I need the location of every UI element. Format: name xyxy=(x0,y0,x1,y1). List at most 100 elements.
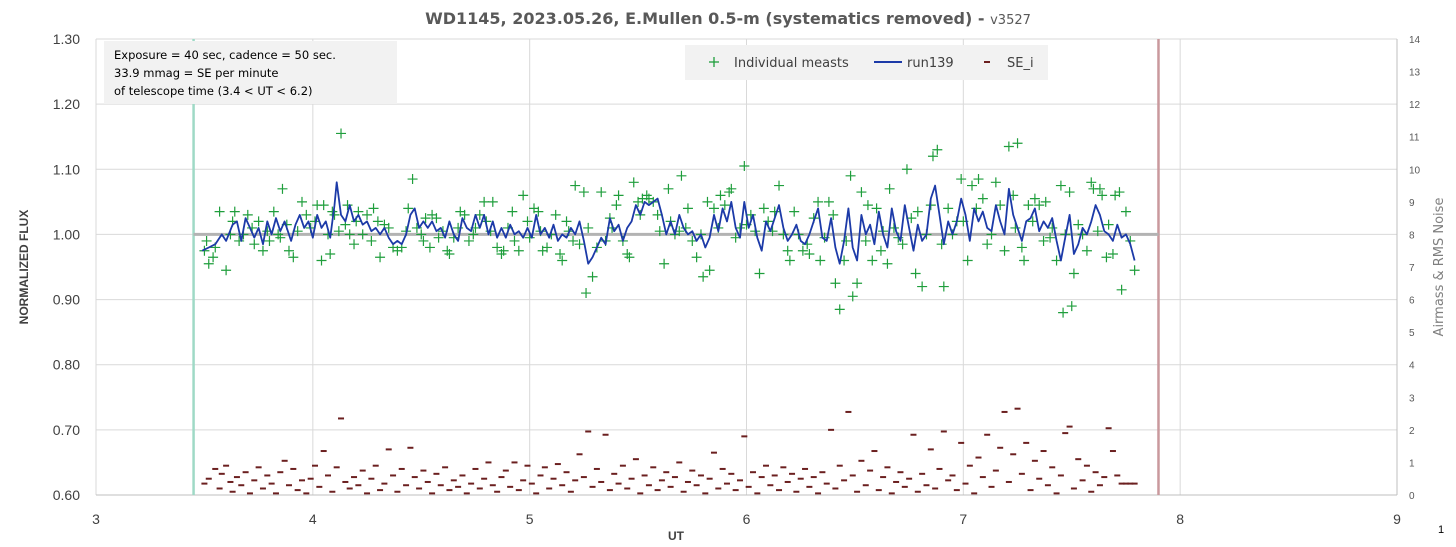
meast-point-79 xyxy=(479,196,490,207)
meast-point-152 xyxy=(739,161,750,172)
meast-point-160 xyxy=(769,206,780,217)
meast-point-165 xyxy=(789,206,800,217)
se-series xyxy=(201,407,1138,495)
meast-point-89 xyxy=(513,245,524,256)
legend-marker-plus xyxy=(709,57,719,67)
meast-point-6 xyxy=(221,265,232,276)
meast-point-142 xyxy=(702,196,713,207)
y-right-tick-label-9: 9 xyxy=(1409,198,1415,209)
meast-point-27 xyxy=(296,196,307,207)
meast-point-46 xyxy=(357,229,368,240)
meast-point-66 xyxy=(431,213,442,224)
y-right-tick-label-13: 13 xyxy=(1409,68,1421,79)
meast-point-247 xyxy=(1092,226,1103,237)
meast-point-175 xyxy=(828,209,839,220)
meast-point-197 xyxy=(910,268,921,279)
y-right-tick-label-0: 0 xyxy=(1409,491,1415,502)
meast-point-129 xyxy=(654,226,665,237)
measurement-series xyxy=(199,128,1140,318)
meast-point-163 xyxy=(782,245,793,256)
meast-point-252 xyxy=(1107,248,1118,259)
meast-point-2 xyxy=(203,258,214,269)
x-tick-label-5: 8 xyxy=(1176,511,1184,527)
y-right-tick-label-11: 11 xyxy=(1409,133,1420,144)
meast-point-162 xyxy=(778,229,789,240)
meast-point-143 xyxy=(704,265,715,276)
y-right-tick-label-8: 8 xyxy=(1409,230,1415,241)
meast-point-120 xyxy=(624,252,635,263)
meast-point-67 xyxy=(433,232,444,243)
meast-point-137 xyxy=(682,203,693,214)
x-axis-ticks: 3 4 5 6 7 8 9 xyxy=(92,511,1401,527)
y-right-tick-label-4: 4 xyxy=(1409,361,1415,372)
meast-point-149 xyxy=(726,183,737,194)
meast-point-121 xyxy=(628,177,639,188)
meast-point-256 xyxy=(1120,206,1131,217)
meast-point-109 xyxy=(583,222,594,233)
meast-point-199 xyxy=(917,281,928,292)
meast-point-28 xyxy=(301,209,312,220)
meast-point-144 xyxy=(708,203,719,214)
meast-point-61 xyxy=(416,229,427,240)
meast-point-244 xyxy=(1081,245,1092,256)
meast-point-174 xyxy=(823,196,834,207)
meast-point-186 xyxy=(867,255,878,266)
meast-point-205 xyxy=(938,281,949,292)
meast-point-180 xyxy=(845,170,856,181)
meast-point-240 xyxy=(1066,301,1077,312)
plot-frame xyxy=(96,39,1398,496)
meast-point-105 xyxy=(570,180,581,191)
meast-point-221 xyxy=(1003,141,1014,152)
meast-point-235 xyxy=(1051,255,1062,266)
meast-point-226 xyxy=(1019,255,1030,266)
legend-label-measts: Individual measts xyxy=(734,56,849,71)
meast-point-63 xyxy=(420,213,431,224)
meast-point-241 xyxy=(1068,268,1079,279)
meast-point-131 xyxy=(663,183,674,194)
meast-point-58 xyxy=(403,203,414,214)
x-tick-label-3: 6 xyxy=(743,511,751,527)
run139-line xyxy=(201,181,1136,265)
meast-point-100 xyxy=(555,248,566,259)
meast-point-195 xyxy=(901,164,912,175)
meast-point-22 xyxy=(277,183,288,194)
meast-point-101 xyxy=(557,255,568,266)
meast-point-190 xyxy=(882,258,893,269)
meast-point-224 xyxy=(1012,138,1023,149)
meast-point-33 xyxy=(318,200,329,211)
meast-point-41 xyxy=(342,200,353,211)
x-tick-label-6: 9 xyxy=(1393,511,1401,527)
meast-point-74 xyxy=(459,209,470,220)
meast-point-88 xyxy=(509,235,520,246)
meast-point-1 xyxy=(201,235,212,246)
meast-point-48 xyxy=(366,235,377,246)
meast-point-172 xyxy=(815,255,826,266)
meast-point-85 xyxy=(498,245,509,256)
meast-point-49 xyxy=(368,203,379,214)
meast-point-225 xyxy=(1016,242,1027,253)
y-right-tick-label-7: 7 xyxy=(1409,263,1415,274)
meast-point-228 xyxy=(1027,216,1038,227)
y-axis-left-ticks: 0.60 0.70 0.80 0.90 1.00 1.10 1.20 1.30 xyxy=(53,31,80,503)
meast-point-176 xyxy=(830,278,841,289)
meast-point-154 xyxy=(745,209,756,220)
meast-point-230 xyxy=(1034,200,1045,211)
meast-point-198 xyxy=(912,206,923,217)
meast-point-254 xyxy=(1114,187,1125,198)
meast-point-169 xyxy=(804,248,815,259)
meast-point-188 xyxy=(875,245,886,256)
grid-lines xyxy=(95,38,1398,496)
meast-point-5 xyxy=(214,206,225,217)
legend: Individual measts run139 SE_i xyxy=(685,45,1048,80)
meast-point-219 xyxy=(995,200,1006,211)
meast-point-12 xyxy=(242,209,253,220)
y-right-tick-label-2: 2 xyxy=(1409,426,1415,437)
meast-point-183 xyxy=(856,187,867,198)
meast-point-39 xyxy=(336,128,347,139)
meast-point-83 xyxy=(492,242,503,253)
meast-point-236 xyxy=(1055,180,1066,191)
meast-point-220 xyxy=(999,245,1010,256)
meast-point-112 xyxy=(596,187,607,198)
meast-point-214 xyxy=(973,174,984,185)
